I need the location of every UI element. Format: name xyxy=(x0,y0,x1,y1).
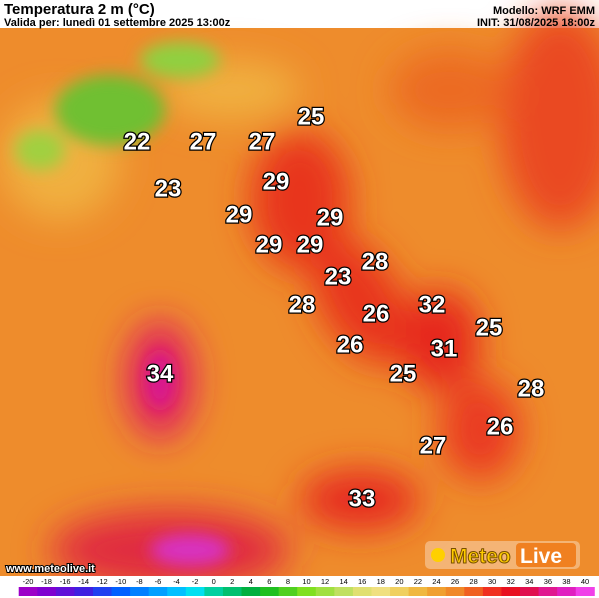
colorbar-swatch xyxy=(501,587,521,596)
temperature-label: 27 xyxy=(249,128,276,155)
temperature-label: 33 xyxy=(349,485,376,512)
temperature-label: 29 xyxy=(297,231,324,258)
colorbar-tick-label: 32 xyxy=(507,577,515,586)
colorbar-tick-label: 8 xyxy=(286,577,290,586)
colorbar-swatch xyxy=(371,587,391,596)
temperature-label: 23 xyxy=(155,175,182,202)
colorbar-tick-label: -8 xyxy=(136,577,143,586)
colorbar-swatch xyxy=(408,587,428,596)
colorbar-tick-label: -16 xyxy=(60,577,71,586)
colorbar-swatch xyxy=(538,587,558,596)
temperature-label: 27 xyxy=(420,432,447,459)
website: www.meteolive.it xyxy=(5,563,95,575)
colorbar-swatch xyxy=(297,587,317,596)
temperature-label: 28 xyxy=(289,291,316,318)
colorbar-tick-label: 34 xyxy=(525,577,533,586)
colorbar-swatch xyxy=(260,587,280,596)
colorbar-tick-label: 16 xyxy=(358,577,366,586)
temperature-label: 28 xyxy=(518,375,545,402)
temperature-label: 28 xyxy=(362,248,389,275)
temperature-label: 32 xyxy=(419,291,446,318)
temperature-label: 29 xyxy=(263,168,290,195)
colorbar-tick-label: 14 xyxy=(339,577,347,586)
temperature-label: 34 xyxy=(147,360,174,387)
valid-time: Valida per: lunedì 01 settembre 2025 13:… xyxy=(4,17,231,29)
colorbar-swatch xyxy=(167,587,187,596)
colorbar-swatch xyxy=(352,587,372,596)
colorbar-swatch xyxy=(278,587,298,596)
colorbar-tick-label: 2 xyxy=(230,577,234,586)
colorbar-swatch xyxy=(557,587,577,596)
logo: Meteo Live xyxy=(425,541,580,569)
logo-live: Live xyxy=(520,545,562,568)
colorbar-tick-label: 10 xyxy=(302,577,310,586)
temperature-label: 22 xyxy=(124,128,151,155)
temperature-label: 26 xyxy=(337,331,364,358)
colorbar-swatch xyxy=(482,587,502,596)
colorbar-tick-label: 4 xyxy=(249,577,253,586)
colorbar-swatch xyxy=(130,587,150,596)
colorbar-swatch xyxy=(427,587,447,596)
colorbar-swatch xyxy=(148,587,168,596)
colorbar-tick-label: -12 xyxy=(97,577,108,586)
colorbar: -20 -18 -16 -14 -12 -10 -8 -6 -4 -2 0 2 4 6 8 10 12 14 16 1… xyxy=(18,577,595,596)
colorbar-tick-label: -10 xyxy=(115,577,126,586)
colorbar-swatch xyxy=(204,587,224,596)
temperature-label: 31 xyxy=(431,335,458,362)
colorbar-tick-label: -6 xyxy=(155,577,162,586)
colorbar-tick-label: 26 xyxy=(451,577,459,586)
temperature-label: 27 xyxy=(190,128,217,155)
colorbar-swatch xyxy=(37,587,57,596)
map-background xyxy=(0,10,599,590)
temperature-label: 26 xyxy=(363,300,390,327)
colorbar-tick-label: -2 xyxy=(192,577,199,586)
temperature-label: 25 xyxy=(390,360,417,387)
colorbar-tick-label: 6 xyxy=(267,577,271,586)
temperature-label: 29 xyxy=(226,201,253,228)
temperature-label: 25 xyxy=(476,314,503,341)
temperature-label: 25 xyxy=(298,103,325,130)
map-title: Temperatura 2 m (°C) xyxy=(4,1,155,18)
colorbar-swatch xyxy=(185,587,205,596)
colorbar-tick-label: 22 xyxy=(414,577,422,586)
colorbar-tick-label: 28 xyxy=(469,577,477,586)
logo-sun xyxy=(431,548,445,562)
colorbar-swatch xyxy=(390,587,410,596)
model-name: Modello: WRF EMM xyxy=(493,5,595,17)
colorbar-tick-label: 18 xyxy=(377,577,385,586)
colorbar-swatch xyxy=(334,587,354,596)
temperature-label: 26 xyxy=(487,413,514,440)
colorbar-tick-label: 38 xyxy=(562,577,570,586)
temperature-label: 23 xyxy=(325,263,352,290)
colorbar-swatch xyxy=(92,587,113,596)
colorbar-swatch xyxy=(222,587,243,596)
colorbar-swatch xyxy=(55,587,75,596)
colorbar-swatch xyxy=(18,587,38,596)
colorbar-tick-label: 30 xyxy=(488,577,496,586)
temperature-label: 29 xyxy=(256,231,283,258)
colorbar-tick-label: -14 xyxy=(78,577,89,586)
temperature-label: 29 xyxy=(317,204,344,231)
colorbar-swatch xyxy=(445,587,465,596)
colorbar-tick-label: 40 xyxy=(581,577,589,586)
colorbar-tick-label: 12 xyxy=(321,577,329,586)
colorbar-swatch xyxy=(111,587,131,596)
colorbar-tick-label: -18 xyxy=(41,577,52,586)
colorbar-swatch xyxy=(464,587,484,596)
colorbar-swatch xyxy=(575,587,595,596)
colorbar-tick-label: 36 xyxy=(544,577,552,586)
colorbar-tick-label: -4 xyxy=(173,577,180,586)
colorbar-swatch xyxy=(74,587,94,596)
colorbar-tick-label: 24 xyxy=(432,577,440,586)
logo-meteo: Meteo xyxy=(450,545,511,568)
colorbar-swatch xyxy=(315,587,335,596)
colorbar-tick-label: 0 xyxy=(212,577,216,586)
init-time: INIT: 31/08/2025 18:00z xyxy=(477,17,596,29)
colorbar-tick-label: -20 xyxy=(23,577,34,586)
colorbar-swatch xyxy=(520,587,540,596)
colorbar-tick-label: 20 xyxy=(395,577,403,586)
colorbar-swatch xyxy=(241,587,261,596)
